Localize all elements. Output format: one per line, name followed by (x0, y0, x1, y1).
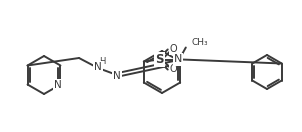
Text: S: S (156, 53, 164, 66)
Text: O: O (169, 44, 177, 55)
Text: N: N (94, 62, 102, 72)
Text: N: N (113, 71, 121, 81)
Text: O: O (169, 65, 177, 74)
Text: CH₃: CH₃ (192, 38, 208, 47)
Text: N: N (53, 79, 61, 89)
Text: N: N (174, 55, 182, 65)
Text: H: H (99, 56, 105, 65)
